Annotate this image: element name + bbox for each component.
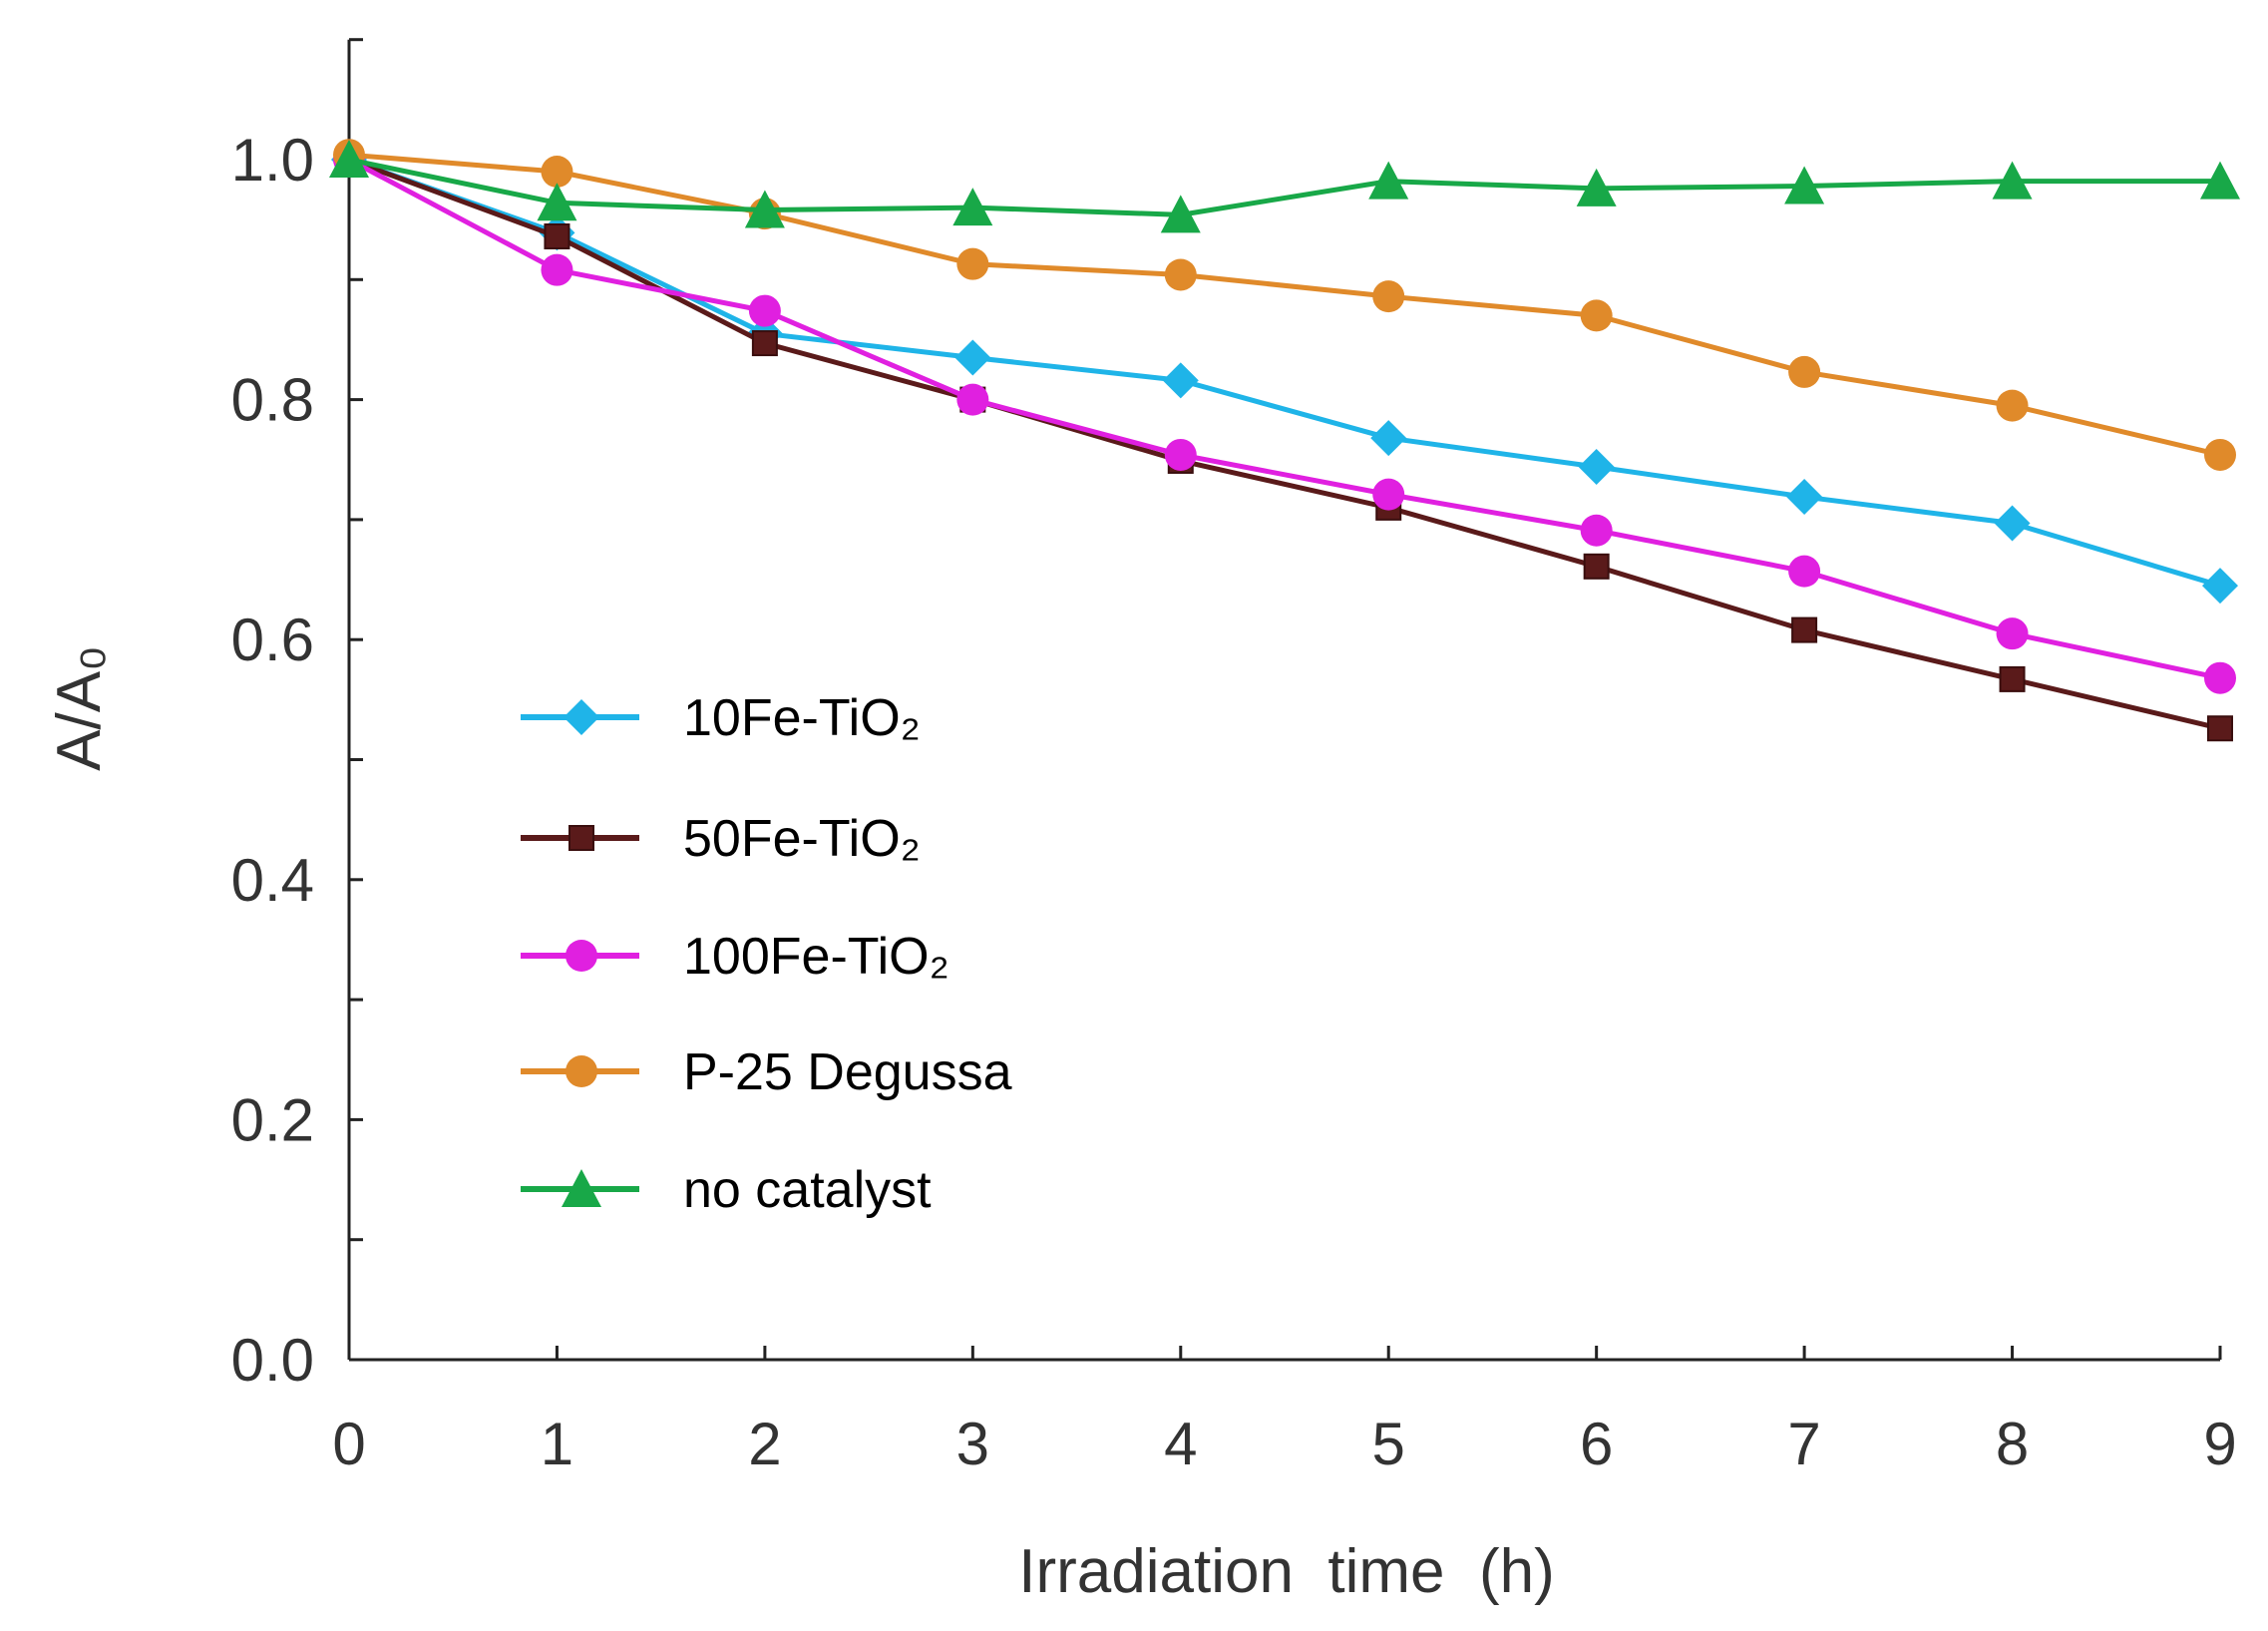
series-4 [329,140,2240,233]
legend: 10Fe-TiO₂ 50Fe-TiO₂ 100Fe-TiO₂ P-25 Degussa… [521,689,1012,1219]
data-point [751,330,778,357]
x-axis-label: Irradiation time (h) [1018,1537,1555,1606]
y-tick-label: 0.6 [231,607,314,673]
x-tick-label: 9 [2203,1411,2236,1477]
x-tick-label: 1 [541,1411,573,1477]
data-point [1786,479,1823,516]
legend-item: 10Fe-TiO₂ [521,689,921,747]
data-point [956,247,989,280]
legend-label: P-25 Degussa [683,1043,1012,1101]
data-point [2207,715,2233,742]
y-tick-label: 0.0 [231,1327,314,1394]
legend-item: 50Fe-TiO₂ [521,810,921,868]
legend-item: P-25 Degussa [521,1043,1012,1101]
legend-marker [568,825,594,851]
data-point [1791,616,1818,643]
x-tick-label: 7 [1787,1411,1820,1477]
data-point [1996,389,2029,422]
series-3 [333,139,2236,471]
data-point [744,190,785,228]
legend-item: 100Fe-TiO₂ [521,928,949,986]
legend-label: 100Fe-TiO₂ [683,928,949,986]
data-point [952,188,993,226]
series-2 [333,144,2236,694]
data-point [1578,448,1615,485]
data-point [1164,258,1197,291]
series-line [348,157,2220,217]
legend-label: 50Fe-TiO₂ [683,810,921,868]
data-point [1580,514,1613,547]
data-point [1788,555,1821,588]
series-line [348,152,2221,458]
series-0 [331,142,2238,605]
data-point [2202,568,2238,605]
y-axis-label: A/A₀ [45,645,114,771]
data-point [2204,438,2236,471]
data-point [748,294,781,327]
x-tick-label: 0 [332,1411,365,1477]
data-point [541,253,573,286]
legend-item: no catalyst [521,1161,932,1219]
x-tick-label: 4 [1164,1411,1197,1477]
legend-label: no catalyst [683,1161,932,1219]
data-point [1583,553,1610,580]
data-point [1996,617,2029,650]
legend-label: 10Fe-TiO₂ [683,689,921,747]
data-point [1162,362,1199,399]
legend-marker [566,940,597,972]
axes: 0.0 0.2 0.4 0.6 0.8 1.0 0 1 2 3 4 5 6 7 8 9 [231,38,2237,1477]
data-point [329,140,369,178]
data-point [1164,438,1197,471]
data-point [544,222,570,249]
x-tick-label: 2 [748,1411,781,1477]
data-point [1580,299,1613,332]
data-point [954,339,991,376]
series-group [329,139,2240,742]
data-point [537,183,577,221]
data-point [1999,665,2026,692]
y-tick-label: 0.4 [231,847,314,914]
data-point [1788,355,1821,388]
data-point [956,383,989,416]
x-tick-label: 6 [1580,1411,1613,1477]
series-1 [336,147,2233,742]
data-point [1370,420,1407,457]
data-point [1992,161,2033,200]
data-point [2200,161,2240,200]
y-tick-label: 0.2 [231,1086,314,1153]
data-point [1368,161,1409,200]
series-line [348,157,2221,589]
x-tick-label: 3 [956,1411,989,1477]
y-tick-label: 0.8 [231,367,314,434]
y-tick-label: 1.0 [231,127,314,194]
x-tick-label: 5 [1372,1411,1405,1477]
data-point [1372,478,1405,511]
data-point [2204,661,2236,694]
x-tick-label: 8 [1996,1411,2029,1477]
data-point [1372,280,1405,313]
legend-marker [566,1055,597,1087]
data-point [541,156,573,189]
legend-marker [562,1169,601,1207]
series-line [348,157,2221,731]
legend-marker [564,699,599,735]
data-point [1784,166,1825,204]
data-point [1994,505,2031,542]
data-point [1160,195,1201,233]
series-line [347,157,2221,681]
data-point [1576,168,1617,206]
